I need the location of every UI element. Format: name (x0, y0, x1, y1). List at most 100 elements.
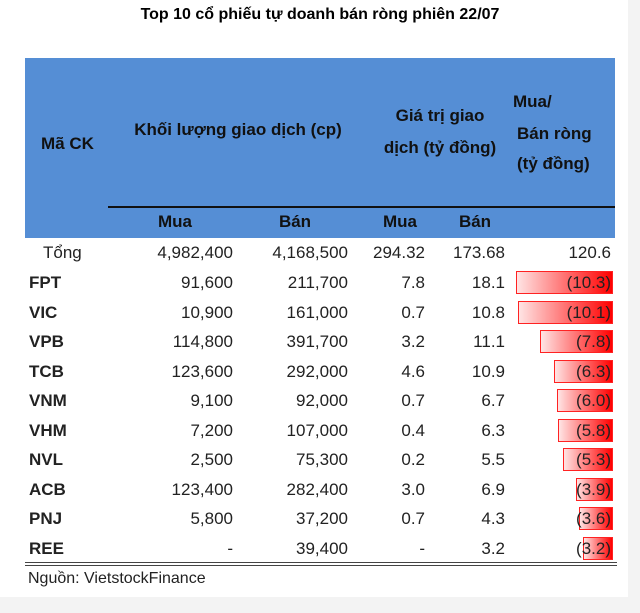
val-buy: 4.6 (401, 361, 425, 381)
vol-sell: 391,700 (286, 332, 348, 351)
val-sell: 4.3 (481, 509, 505, 528)
net-value: (5.8) (576, 420, 611, 440)
val-sell: 18.1 (471, 273, 505, 292)
val-buy: - (419, 538, 425, 558)
header-net-1: Mua/ (513, 92, 552, 111)
table-row: NVL 2,500 75,300 0.2 5.5 (5.3) (25, 445, 615, 474)
net-bar (563, 448, 613, 471)
net-bar (576, 477, 613, 501)
vol-sell: 39,400 (296, 538, 348, 558)
net-bar (579, 507, 613, 530)
val-buy: 0.7 (401, 509, 425, 528)
table-row: FPT 91,600 211,700 7.8 18.1 (10.3) (25, 268, 615, 297)
net-value: (3.9) (576, 479, 611, 499)
vol-buy: - (227, 538, 233, 558)
net-bar (516, 271, 613, 294)
table-row: VIC 10,900 161,000 0.7 10.8 (10.1) (25, 298, 615, 327)
header-value-1: Giá trị giao (395, 106, 485, 125)
stock-code: ACB (29, 479, 66, 499)
table-row: VNM 9,100 92,000 0.7 6.7 (6.0) (25, 386, 615, 415)
val-buy: 3.0 (401, 479, 425, 499)
table-row: ACB 123,400 282,400 3.0 6.9 (3.9) (25, 475, 615, 504)
net-bar (553, 359, 613, 383)
vol-buy: 5,800 (190, 509, 233, 528)
table-title: Top 10 cổ phiếu tự doanh bán ròng phiên … (140, 6, 500, 23)
val-sell: 10.8 (471, 302, 505, 322)
vol-buy: 9,100 (190, 391, 233, 410)
stock-code: VIC (29, 302, 58, 322)
val-sell: 10.9 (471, 361, 505, 381)
val-buy: 0.2 (401, 450, 425, 469)
val-buy: 0.7 (401, 391, 425, 410)
net-bar (558, 418, 613, 442)
header-volume: Khối lượng giao dịch (cp) (134, 120, 342, 139)
stock-code: VNM (29, 391, 67, 410)
net-bar (517, 300, 613, 324)
val-sell: 11.1 (473, 332, 505, 351)
table-bottom-border (25, 562, 617, 566)
stock-code: VPB (29, 332, 64, 351)
table-row: PNJ 5,800 37,200 0.7 4.3 (3.6) (25, 504, 615, 533)
val-sell: 3.2 (481, 538, 505, 558)
vol-buy: 114,800 (172, 332, 233, 351)
val-buy: 7.8 (401, 273, 425, 292)
header-net-3: (tỷ đồng) (517, 154, 590, 173)
vol-sell: 92,000 (296, 391, 348, 410)
header-divider (108, 206, 615, 208)
vol-sell: 211,700 (287, 273, 348, 292)
net-value: (5.3) (576, 450, 611, 469)
table-row: REE - 39,400 - 3.2 (3.2) (25, 534, 615, 563)
total-row: Tổng 4,982,400 4,168,500 294.32 173.68 1… (25, 238, 615, 267)
header-value-2: dịch (tỷ đồng) (383, 138, 497, 157)
val-sell: 6.9 (481, 479, 505, 499)
header-vol-sell: Bán (278, 212, 312, 231)
table-row: TCB 123,600 292,000 4.6 10.9 (6.3) (25, 357, 615, 386)
table-header: Mã CK Khối lượng giao dịch (cp) Giá trị … (25, 58, 615, 238)
total-net: 120.6 (568, 243, 611, 262)
total-label: Tổng (43, 243, 82, 262)
net-bar (539, 330, 613, 353)
vol-buy: 2,500 (190, 450, 233, 469)
vol-buy: 7,200 (190, 420, 233, 440)
vol-sell: 161,000 (286, 302, 348, 322)
net-value: (6.3) (576, 361, 611, 381)
header-val-sell: Bán (458, 212, 492, 231)
vol-sell: 292,000 (286, 361, 348, 381)
val-buy: 0.7 (401, 302, 425, 322)
vol-buy: 10,900 (181, 302, 233, 322)
val-sell: 5.5 (481, 450, 505, 469)
total-val-buy: 294.32 (373, 243, 425, 262)
header-vol-buy: Mua (158, 212, 192, 231)
vol-buy: 91,600 (181, 273, 233, 292)
total-vol-sell: 4,168,500 (272, 243, 348, 262)
stock-code: NVL (29, 450, 63, 469)
total-val-sell: 173.68 (453, 243, 505, 262)
source-note: Nguồn: VietstockFinance (28, 570, 206, 587)
val-sell: 6.3 (481, 420, 505, 440)
vol-buy: 123,400 (171, 479, 233, 499)
vol-sell: 107,000 (286, 420, 348, 440)
stock-code: VHM (29, 420, 67, 440)
net-value: (7.8) (576, 332, 611, 351)
stock-code: PNJ (29, 509, 63, 528)
total-vol-buy: 4,982,400 (157, 243, 233, 262)
val-buy: 0.4 (401, 420, 425, 440)
header-code: Mã CK (41, 134, 94, 153)
net-value: (3.2) (576, 538, 611, 558)
stock-code: FPT (29, 273, 62, 292)
vol-sell: 75,300 (296, 450, 348, 469)
net-value: (10.3) (566, 273, 611, 292)
vol-sell: 37,200 (296, 509, 348, 528)
stock-code: TCB (29, 361, 64, 381)
net-bar (582, 536, 613, 560)
net-bar (556, 389, 613, 412)
val-sell: 6.7 (481, 391, 505, 410)
vol-buy: 123,600 (171, 361, 233, 381)
header-net-2: Bán ròng (517, 124, 592, 143)
table-row: VHM 7,200 107,000 0.4 6.3 (5.8) (25, 416, 615, 445)
vol-sell: 282,400 (286, 479, 348, 499)
header-val-buy: Mua (383, 212, 417, 231)
net-value: (3.6) (576, 509, 611, 528)
table-row: VPB 114,800 391,700 3.2 11.1 (7.8) (25, 327, 615, 356)
net-value: (6.0) (576, 391, 611, 410)
